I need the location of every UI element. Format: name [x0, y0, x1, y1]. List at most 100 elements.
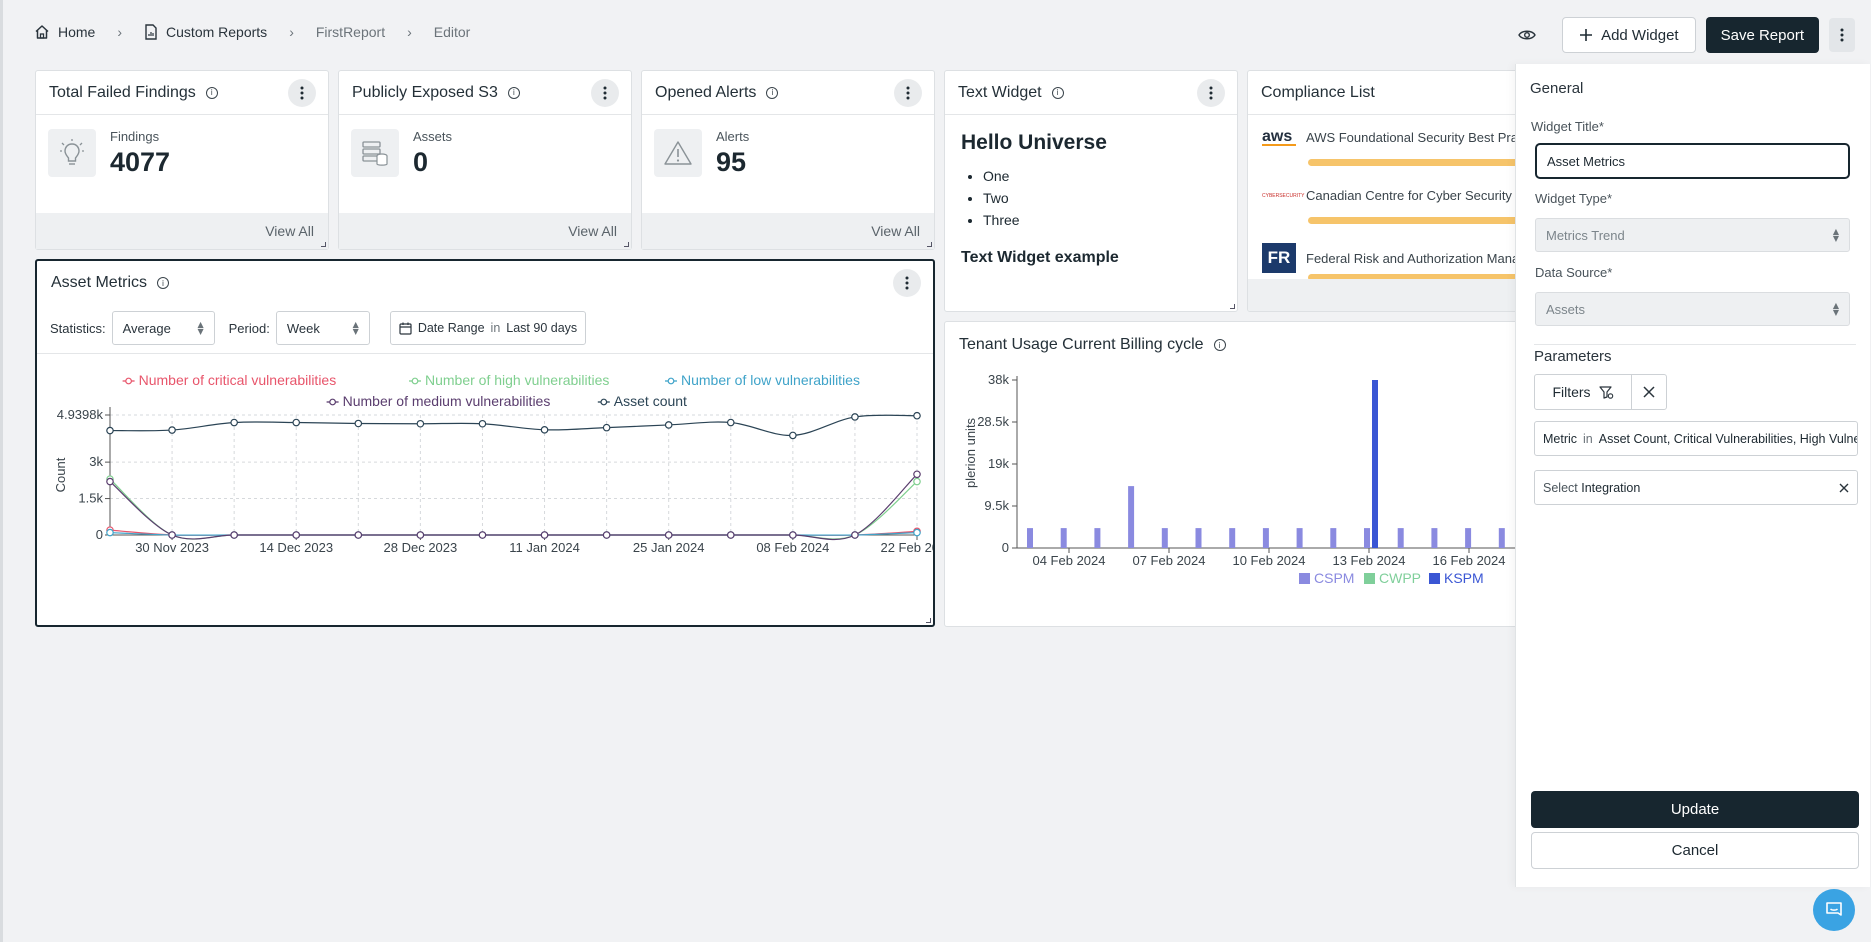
- info-icon[interactable]: i: [1051, 86, 1064, 99]
- x-tick-label: 11 Jan 2024: [509, 540, 580, 555]
- compliance-list-card: Compliance List aws AWS Foundational Sec…: [1247, 70, 1527, 312]
- y-tick-label: 4.9398k: [57, 407, 104, 422]
- tenant-usage-card: Tenant Usage Current Billing cycle i 0 9.…: [944, 321, 1527, 627]
- card-menu-button[interactable]: [894, 79, 922, 107]
- series-line: [109, 414, 918, 437]
- legend-label: Number of critical vulnerabilities: [139, 372, 337, 388]
- date-range-filter[interactable]: Date Range in Last 90 days: [389, 311, 587, 345]
- data-point: [230, 418, 238, 427]
- stat-card-opened-alerts: Opened Alerts i Alerts 95 View All: [641, 70, 935, 250]
- list-item: Two: [983, 187, 1221, 209]
- period-select[interactable]: Week ▲ ▼: [275, 311, 370, 345]
- more-options-button[interactable]: [1829, 18, 1855, 52]
- integration-select[interactable]: Select Integration: [1534, 470, 1858, 505]
- card-header: Tenant Usage Current Billing cycle i: [945, 322, 1526, 368]
- legend-swatch: [1299, 573, 1310, 584]
- card-menu-button[interactable]: [591, 79, 619, 107]
- data-point: [416, 419, 425, 428]
- filters-button[interactable]: Filters: [1535, 375, 1632, 409]
- card-header: Compliance List: [1248, 71, 1526, 115]
- info-icon[interactable]: i: [507, 86, 520, 99]
- legend-label: Number of high vulnerabilities: [425, 372, 609, 388]
- bar: [1161, 528, 1168, 548]
- clear-filters-button[interactable]: [1632, 375, 1666, 409]
- chart-controls: Statistics: Average ▲ ▼ Period: Week ▲ ▼ D…: [50, 311, 587, 345]
- save-report-button[interactable]: Save Report: [1705, 17, 1819, 53]
- info-icon[interactable]: i: [205, 86, 218, 99]
- view-all-link[interactable]: View All: [871, 223, 920, 239]
- breadcrumb: Home › Custom Reports › FirstReport › Ed…: [34, 24, 470, 40]
- widget-title-input[interactable]: Asset Metrics: [1535, 143, 1850, 179]
- card-menu-button[interactable]: [1197, 79, 1225, 107]
- card-header: Total Failed Findings i: [36, 71, 328, 115]
- more-vertical-icon: [1840, 28, 1844, 42]
- warning-icon: [654, 129, 702, 177]
- metric-filter-chip[interactable]: Metric in Asset Count, Critical Vulnerab…: [1534, 421, 1858, 456]
- card-title: Tenant Usage Current Billing cycle: [959, 336, 1204, 353]
- resize-handle[interactable]: [926, 618, 931, 623]
- metric-operator: in: [1583, 431, 1593, 446]
- info-icon[interactable]: i: [766, 86, 779, 99]
- lightbulb-icon: [48, 129, 96, 177]
- breadcrumb-report[interactable]: FirstReport: [315, 24, 386, 40]
- compliance-item[interactable]: CYBERSECURITY Canadian Centre for Cyber …: [1262, 188, 1526, 203]
- resize-handle[interactable]: [1230, 304, 1235, 309]
- card-footer: [1248, 279, 1526, 311]
- data-point: [106, 477, 114, 486]
- stat-label: Findings: [110, 129, 160, 144]
- data-point: [168, 426, 176, 434]
- text-widget-heading: Hello Universe: [961, 131, 1107, 154]
- filter-settings-icon: [1598, 385, 1614, 399]
- x-tick-label: 14 Dec 2023: [259, 540, 333, 555]
- resize-handle[interactable]: [321, 242, 326, 247]
- data-point: [851, 531, 859, 539]
- card-title: Opened Alerts: [655, 83, 757, 101]
- card-menu-button[interactable]: [288, 79, 316, 107]
- series-line: [109, 473, 918, 541]
- bar: [1060, 528, 1067, 548]
- card-menu-button[interactable]: [893, 269, 921, 297]
- info-icon[interactable]: i: [1213, 339, 1226, 351]
- bar: [1330, 528, 1337, 548]
- list-item: One: [983, 165, 1221, 187]
- data-source-select[interactable]: Assets ▲ ▼: [1535, 292, 1850, 326]
- widget-type-select[interactable]: Metrics Trend ▲ ▼: [1535, 218, 1850, 252]
- legend-marker: [125, 377, 132, 385]
- filters-label: Filters: [1552, 384, 1591, 400]
- card-header: Publicly Exposed S3 i: [339, 71, 631, 115]
- stat-value: 95: [716, 147, 747, 177]
- resize-handle[interactable]: [927, 242, 932, 247]
- compliance-item[interactable]: aws AWS Foundational Security Best Pract…: [1262, 129, 1526, 146]
- info-icon[interactable]: i: [157, 277, 170, 289]
- data-point: [168, 531, 176, 539]
- card-body: Assets 0: [339, 115, 631, 213]
- chat-launcher-button[interactable]: [1813, 889, 1855, 931]
- chevron-updown-icon: ▲ ▼: [197, 320, 204, 336]
- add-widget-button[interactable]: Add Widget: [1562, 17, 1696, 53]
- more-vertical-icon: [906, 86, 910, 100]
- stat-value: 0: [413, 147, 429, 177]
- compliance-item[interactable]: FR Federal Risk and Authorization Manage…: [1262, 243, 1526, 273]
- breadcrumb-custom-reports[interactable]: Custom Reports: [144, 24, 267, 40]
- chevron-right-icon: ›: [407, 24, 412, 40]
- close-icon[interactable]: [1839, 483, 1849, 493]
- data-point: [913, 470, 921, 479]
- top-bar: Home › Custom Reports › FirstReport › Ed…: [0, 0, 1871, 70]
- more-vertical-icon: [300, 86, 304, 100]
- chevron-updown-icon: ▲ ▼: [352, 320, 359, 336]
- update-button[interactable]: Update: [1531, 791, 1859, 828]
- integration-prefix: Select: [1543, 480, 1578, 495]
- breadcrumb-home[interactable]: Home: [34, 24, 95, 40]
- y-tick-label: 38k: [988, 372, 1009, 387]
- cancel-button[interactable]: Cancel: [1531, 832, 1859, 869]
- eye-icon: [1518, 29, 1536, 41]
- breadcrumb-editor: Editor: [433, 24, 471, 40]
- preview-button[interactable]: [1510, 18, 1544, 52]
- data-source-label: Data Source*: [1535, 265, 1613, 280]
- statistics-value: Average: [122, 320, 171, 336]
- y-tick-label: 28.5k: [977, 414, 1009, 429]
- view-all-link[interactable]: View All: [265, 223, 314, 239]
- statistics-select[interactable]: Average ▲ ▼: [111, 311, 215, 345]
- view-all-link[interactable]: View All: [568, 223, 617, 239]
- resize-handle[interactable]: [624, 242, 629, 247]
